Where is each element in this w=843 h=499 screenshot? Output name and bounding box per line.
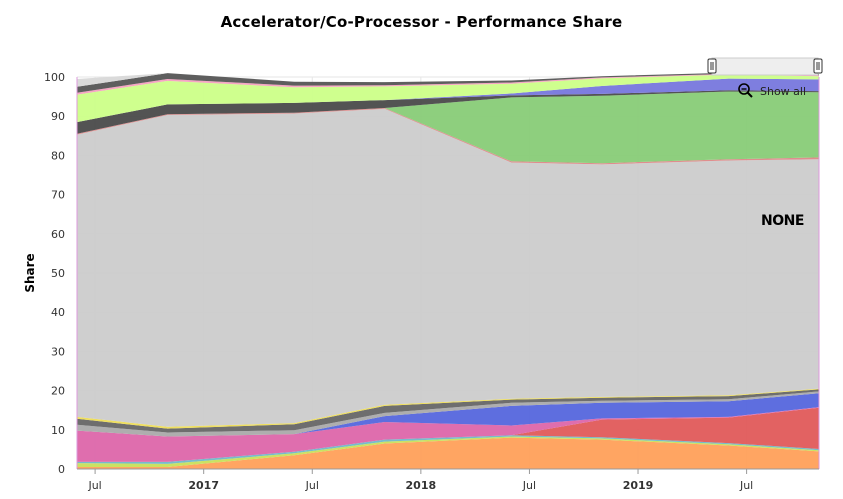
scrollbar-grip-icon[interactable]	[707, 58, 717, 74]
x-tick-label: Jul	[739, 479, 753, 492]
y-tick-label: 70	[51, 189, 65, 202]
show-all-label[interactable]: Show all	[760, 85, 806, 98]
chart-title: Accelerator/Co-Processor - Performance S…	[220, 13, 623, 31]
y-axis-label: Share	[23, 253, 37, 292]
y-tick-label: 100	[44, 71, 65, 84]
x-tick-labels: Jul 2017 Jul 2018 Jul 2019 Jul	[87, 469, 753, 492]
area-series-15	[77, 73, 819, 95]
y-tick-label: 20	[51, 385, 65, 398]
x-tick-label: Jul	[87, 479, 101, 492]
x-tick-label: Jul	[522, 479, 536, 492]
area-series-13	[77, 78, 819, 123]
magnifier-minus-icon[interactable]	[738, 83, 753, 98]
area-series-16	[77, 72, 819, 93]
scrollbar-grip-icon[interactable]	[813, 58, 823, 74]
area-series-group	[77, 72, 819, 469]
y-tick-label: 40	[51, 306, 65, 319]
scrollbar-track[interactable]	[711, 57, 819, 76]
x-tick-label: 2018	[406, 479, 437, 492]
area-series-0	[77, 437, 819, 469]
y-tick-label: 30	[51, 345, 65, 358]
x-tick-label: Jul	[305, 479, 319, 492]
y-tick-label: 10	[51, 424, 65, 437]
show-all-button[interactable]: Show all	[738, 83, 806, 98]
area-series-5	[77, 393, 819, 437]
area-series-7	[77, 389, 819, 433]
area-series-3	[77, 407, 819, 462]
area-series-4	[77, 407, 819, 462]
y-tick-label: 80	[51, 149, 65, 162]
axes	[76, 77, 820, 470]
range-scrollbar[interactable]	[707, 57, 823, 76]
annotation-none: NONE	[761, 213, 804, 229]
y-tick-labels: 0 10 20 30 40 50 60 70 80 90 100	[44, 71, 65, 476]
y-tick-label: 0	[58, 463, 65, 476]
y-tick-label: 90	[51, 110, 65, 123]
area-series-1	[77, 436, 819, 467]
y-tick-label: 60	[51, 228, 65, 241]
area-series-12	[77, 90, 819, 134]
area-series-6	[77, 391, 819, 437]
y-tick-label: 50	[51, 267, 65, 280]
area-series-14	[77, 74, 819, 123]
area-series-11	[77, 91, 819, 164]
x-tick-label: 2017	[188, 479, 219, 492]
area-series-9	[77, 108, 819, 427]
x-tick-label: 2019	[623, 479, 654, 492]
